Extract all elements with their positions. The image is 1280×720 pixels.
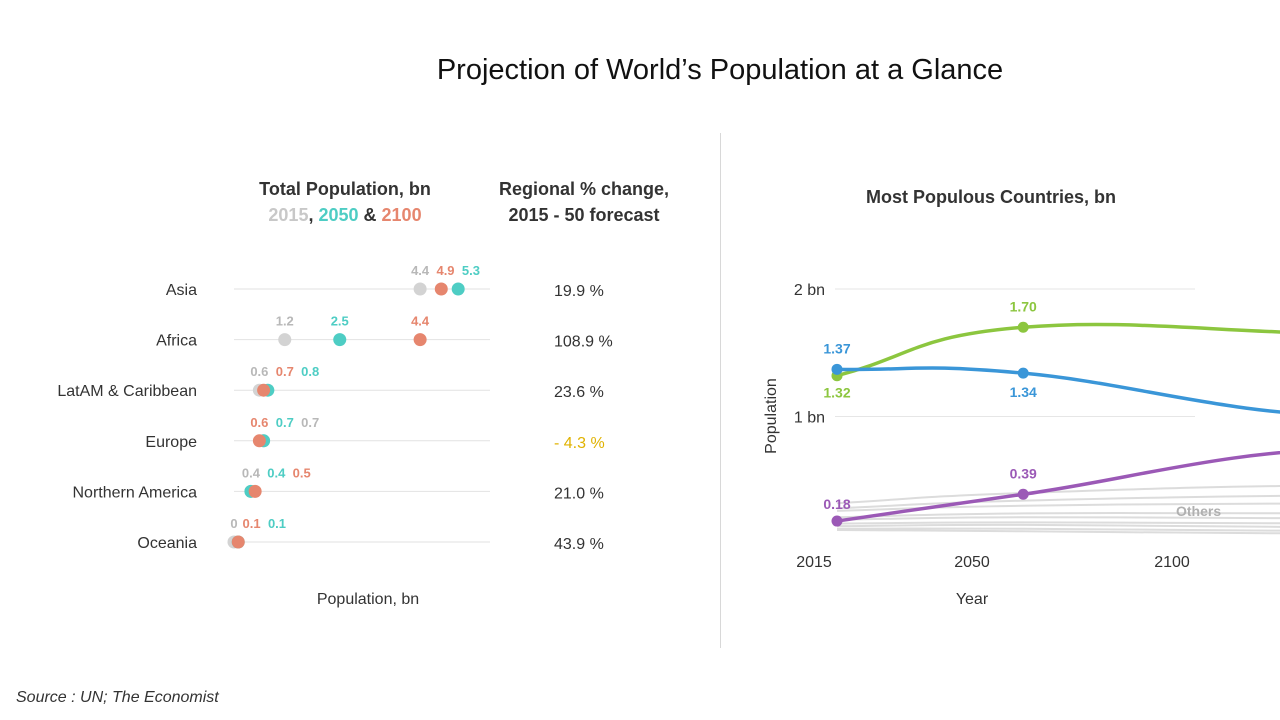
point-value-label: 1.37	[823, 340, 850, 356]
dot-chart-subtitle: 2015, 2050 & 2100	[268, 205, 421, 225]
change-table-title-2: 2015 - 50 forecast	[508, 205, 659, 225]
others-line	[836, 512, 1280, 519]
series-point	[1017, 488, 1029, 500]
others-line	[836, 528, 1280, 535]
point-value-label: 0.39	[1010, 465, 1037, 481]
category-label: Africa	[156, 333, 197, 350]
legend-2100: 2100	[382, 205, 422, 225]
others-line	[836, 516, 1280, 521]
series-point	[831, 363, 843, 375]
percent-change-value: 108.9 %	[554, 334, 613, 351]
percent-change-value: - 4.3 %	[554, 435, 605, 452]
dot-value-label: 0.8	[301, 364, 319, 379]
x-tick-label: 2100	[1154, 554, 1190, 571]
dot-value-label: 4.9	[436, 263, 454, 278]
percent-change-value: 23.6 %	[554, 384, 604, 401]
dot-value-label: 0.7	[301, 415, 319, 430]
source-note: Source : UN; The Economist	[16, 689, 219, 706]
others-line	[836, 494, 1280, 510]
others-line	[836, 502, 1280, 512]
line-chart-x-label: Year	[956, 591, 989, 608]
dot-2100	[231, 535, 245, 549]
regional-population-chart: Total Population, bn 2015, 2050 & 2100 R…	[57, 179, 669, 608]
dot-value-label: 2.5	[331, 314, 349, 329]
dot-value-label: 4.4	[411, 314, 430, 329]
page-title: Projection of World’s Population at a Gl…	[436, 54, 1004, 86]
x-tick-label: 2050	[954, 554, 990, 571]
dot-value-label: 4.4	[411, 263, 430, 278]
dot-value-label: 0.6	[250, 364, 268, 379]
change-table-title-1: Regional % change,	[499, 179, 669, 199]
point-value-label: 1.32	[823, 385, 850, 401]
dot-value-label: 0.7	[276, 415, 294, 430]
dot-chart-x-label: Population, bn	[317, 591, 419, 608]
series-point	[831, 515, 843, 527]
others-line	[836, 523, 1280, 529]
dot-2100	[434, 282, 448, 296]
y-tick-label: 1 bn	[794, 410, 825, 427]
others-label: Others	[1176, 503, 1221, 519]
line-chart-y-label: Population	[763, 378, 780, 454]
category-label: Oceania	[137, 535, 197, 552]
dot-value-label: 0	[230, 516, 237, 531]
percent-change-value: 43.9 %	[554, 536, 604, 553]
dot-value-label: 1.2	[276, 314, 294, 329]
category-label: Asia	[166, 282, 197, 299]
dot-value-label: 0.5	[293, 465, 311, 480]
dot-2015	[278, 333, 292, 347]
legend-sep-1: ,	[308, 205, 318, 225]
category-label: Europe	[145, 434, 197, 451]
dot-2100	[413, 333, 427, 347]
percent-change-value: 21.0 %	[554, 485, 604, 502]
legend-2050: 2050	[318, 205, 358, 225]
percent-change-value: 19.9 %	[554, 283, 604, 300]
y-tick-label: 2 bn	[794, 282, 825, 299]
series-line-china	[836, 366, 1280, 414]
point-value-label: 1.34	[1010, 384, 1037, 400]
dot-value-label: 0.4	[267, 465, 286, 480]
dot-2100	[257, 383, 271, 397]
category-label: LatAM & Caribbean	[57, 383, 197, 400]
dot-2100	[248, 484, 262, 498]
dot-value-label: 0.1	[268, 516, 286, 531]
series-line-india	[836, 322, 1280, 378]
dot-2050	[451, 282, 465, 296]
point-value-label: 0.18	[823, 496, 850, 512]
dot-value-label: 0.1	[243, 516, 261, 531]
legend-sep-2: &	[359, 205, 382, 225]
series-point	[1017, 321, 1029, 333]
x-tick-label: 2015	[796, 554, 832, 571]
series-point	[1017, 367, 1029, 379]
dot-value-label: 0.7	[276, 364, 294, 379]
countries-line-chart: Most Populous Countries, bn Year Populat…	[763, 187, 1280, 608]
dot-chart-title: Total Population, bn	[259, 179, 431, 199]
dot-2100	[252, 434, 266, 448]
line-chart-title: Most Populous Countries, bn	[866, 187, 1116, 207]
series-line-nigeria	[836, 450, 1280, 523]
others-line	[836, 521, 1280, 525]
others-line	[836, 527, 1280, 532]
dot-value-label: 0.6	[250, 415, 268, 430]
dot-2050	[333, 333, 347, 347]
point-value-label: 1.70	[1010, 298, 1037, 314]
dot-2015	[413, 282, 427, 296]
category-label: Northern America	[73, 484, 198, 501]
panel-divider	[720, 133, 721, 648]
dot-value-label: 0.4	[242, 465, 261, 480]
dot-value-label: 5.3	[462, 263, 480, 278]
legend-2015: 2015	[268, 205, 308, 225]
